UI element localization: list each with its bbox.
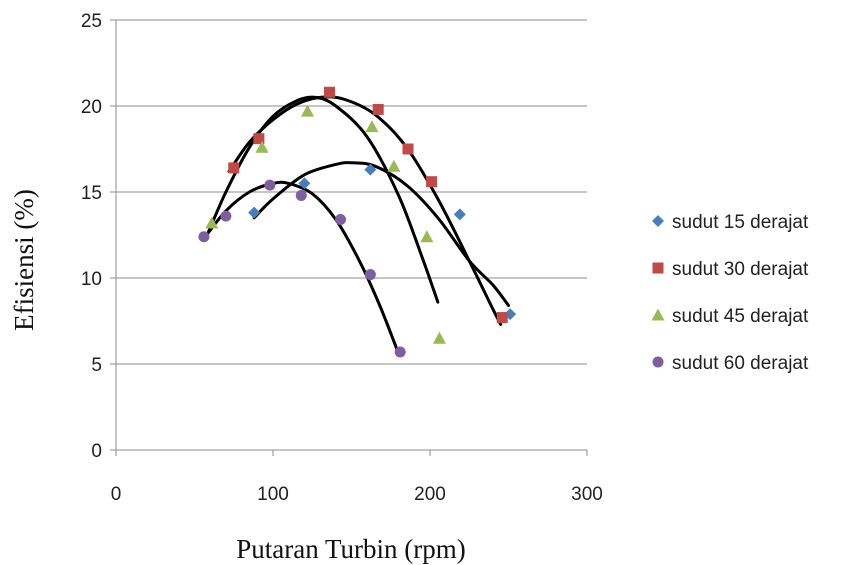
trendlines (204, 97, 509, 354)
data-point-series-1 (454, 208, 466, 220)
trendline-series-3 (209, 97, 438, 302)
legend: sudut 15 derajat sudut 30 derajat sudut 45… (652, 212, 809, 374)
data-point-series-2 (426, 176, 437, 187)
y-axis-title: Efisiensi (%) (9, 189, 39, 331)
data-point-series-2 (373, 104, 384, 115)
trendline-series-4 (204, 182, 399, 353)
legend-label: sudut 60 derajat (672, 353, 809, 374)
tick-labels: 0 5 10 15 20 25 0 100 200 300 (81, 11, 603, 505)
x-tick-label: 0 (111, 484, 122, 505)
y-tick-label: 20 (81, 97, 102, 118)
data-point-series-3 (387, 160, 400, 172)
y-tick-label: 0 (91, 441, 102, 462)
y-tick-label: 10 (81, 269, 102, 290)
data-point-series-3 (433, 332, 446, 344)
data-points (198, 87, 516, 358)
x-tick-label: 300 (571, 484, 603, 505)
legend-label: sudut 45 derajat (672, 306, 809, 327)
y-tick-label: 5 (91, 355, 102, 376)
y-tick-label: 15 (81, 183, 102, 204)
grid-lines (116, 20, 587, 364)
y-tick-label: 25 (81, 11, 102, 32)
data-point-series-4 (335, 214, 346, 225)
data-point-series-4 (395, 346, 406, 357)
data-point-series-4 (198, 231, 209, 242)
data-point-series-1 (248, 207, 260, 219)
data-point-series-4 (296, 190, 307, 201)
data-point-series-3 (365, 120, 378, 132)
data-point-series-2 (324, 87, 335, 98)
legend-label: sudut 15 derajat (672, 212, 809, 233)
x-tick-label: 200 (414, 484, 446, 505)
legend-label: sudut 30 derajat (672, 259, 809, 280)
data-point-series-4 (264, 180, 275, 191)
data-point-series-2 (228, 162, 239, 173)
legend-marker-2 (653, 263, 664, 274)
data-point-series-2 (403, 144, 414, 155)
legend-marker-3 (652, 309, 665, 321)
x-tick-label: 100 (257, 484, 289, 505)
data-point-series-4 (365, 269, 376, 280)
data-point-series-2 (497, 312, 508, 323)
x-axis-title: Putaran Turbin (rpm) (236, 534, 466, 564)
legend-marker-4 (653, 357, 664, 368)
data-point-series-4 (220, 211, 231, 222)
legend-marker-1 (652, 215, 664, 227)
data-point-series-3 (420, 230, 433, 242)
